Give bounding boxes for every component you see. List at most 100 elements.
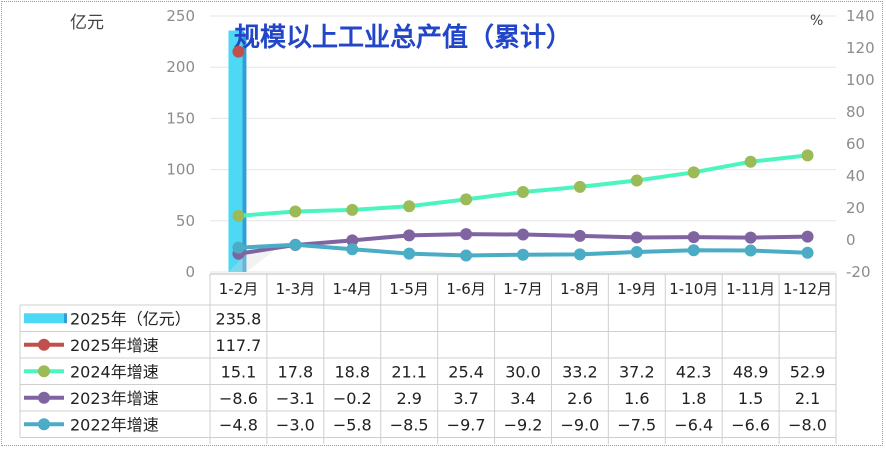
data-label: −9.7 (447, 415, 486, 434)
data-point (744, 244, 757, 257)
data-label: −6.4 (674, 415, 713, 434)
data-point (573, 248, 586, 261)
data-label: 2.6 (567, 389, 592, 408)
x-tick-label: 1-9月 (617, 280, 657, 298)
data-label: −0.2 (333, 389, 372, 408)
y-left-tick-label: 50 (176, 212, 195, 230)
data-point (744, 231, 757, 244)
data-point (801, 149, 814, 162)
data-point (801, 246, 814, 259)
data-label: −4.8 (219, 415, 258, 434)
x-tick-label: 1-11月 (726, 280, 775, 298)
data-point (346, 243, 359, 256)
y-right-tick-label: 20 (846, 199, 865, 217)
y-right-tick-label: 60 (846, 135, 865, 153)
data-label: 117.7 (216, 336, 262, 355)
x-tick-label: 1-2月 (219, 280, 259, 298)
legend-key (24, 313, 64, 324)
data-point (403, 200, 416, 213)
y-left-tick-label: 250 (166, 7, 195, 25)
series-line (238, 153, 808, 218)
data-label: 2.1 (795, 389, 820, 408)
data-point (289, 205, 302, 218)
data-point (517, 186, 529, 198)
x-tick-label: 1-6月 (446, 280, 486, 298)
data-label: 3.7 (453, 389, 478, 408)
data-point (687, 244, 700, 257)
bar-side (242, 30, 247, 272)
data-label: 30.0 (505, 362, 541, 381)
x-tick-label: 1-10月 (669, 280, 718, 298)
x-tick-label: 1-8月 (560, 280, 600, 298)
data-point (801, 230, 814, 243)
data-label: 48.9 (733, 362, 769, 381)
data-label: −8.0 (788, 415, 827, 434)
y-left-tick-label: 0 (185, 263, 195, 281)
data-label: 1.5 (738, 389, 763, 408)
data-label: −7.5 (617, 415, 656, 434)
legend-key-marker (38, 338, 50, 351)
legend-label: 2025年增速 (70, 336, 159, 355)
data-label: 17.8 (278, 362, 314, 381)
data-label: −9.2 (504, 415, 543, 434)
data-label: 1.8 (681, 389, 706, 408)
data-point (403, 229, 416, 242)
data-label: 18.8 (334, 362, 370, 381)
y-right-tick-label: 100 (846, 71, 875, 89)
data-label: −8.5 (390, 415, 429, 434)
data-point (630, 246, 643, 258)
data-label: −5.8 (333, 415, 372, 434)
legend-label: 2023年增速 (70, 389, 159, 408)
x-tick-label: 1-4月 (333, 280, 373, 298)
legend-key-marker (38, 391, 50, 404)
data-label: 2.9 (396, 389, 421, 408)
y-right-tick-label: 80 (846, 103, 865, 121)
x-tick-label: 1-3月 (276, 280, 316, 298)
data-point (289, 238, 302, 251)
y-left-tick-label: 200 (166, 58, 195, 76)
data-label: −3.1 (276, 389, 315, 408)
x-tick-label: 1-7月 (503, 280, 543, 298)
data-label: 25.4 (448, 362, 484, 381)
data-point (630, 231, 643, 244)
y-left-axis-title: 亿元 (70, 13, 104, 33)
data-point (573, 180, 586, 193)
data-point (687, 231, 700, 244)
data-point (460, 193, 473, 206)
data-label: 235.8 (216, 309, 262, 328)
data-label: 33.2 (562, 362, 598, 381)
data-label: 21.1 (391, 362, 427, 381)
y-left-tick-label: 100 (166, 161, 195, 179)
legend-label: 2024年增速 (70, 362, 159, 381)
data-point (232, 209, 245, 222)
y-right-tick-label: 0 (846, 231, 856, 249)
bar (228, 30, 243, 272)
data-label: −8.6 (219, 389, 258, 408)
data-point (517, 228, 529, 241)
y-right-axis-title: % (810, 13, 823, 29)
data-point (460, 228, 473, 241)
legend-key-marker (38, 365, 50, 378)
legend-key-side (64, 313, 67, 324)
legend-label: 2025年（亿元） (70, 309, 191, 328)
data-label: −9.0 (560, 415, 599, 434)
data-label: −6.6 (731, 415, 770, 434)
data-label: 3.4 (510, 389, 535, 408)
data-point (744, 155, 757, 168)
y-right-tick-label: 120 (846, 39, 875, 57)
data-label: 52.9 (790, 362, 826, 381)
y-right-tick-label: 140 (846, 7, 875, 25)
data-label: −3.0 (276, 415, 315, 434)
data-point (687, 166, 700, 179)
data-label: 15.1 (221, 362, 257, 381)
data-point (517, 248, 529, 261)
data-point (232, 241, 245, 254)
x-tick-label: 1-12月 (783, 280, 832, 298)
data-label: 42.3 (676, 362, 712, 381)
data-label: 37.2 (619, 362, 655, 381)
y-left-tick-label: 150 (166, 109, 195, 127)
data-point (460, 249, 473, 262)
data-point (403, 247, 416, 260)
